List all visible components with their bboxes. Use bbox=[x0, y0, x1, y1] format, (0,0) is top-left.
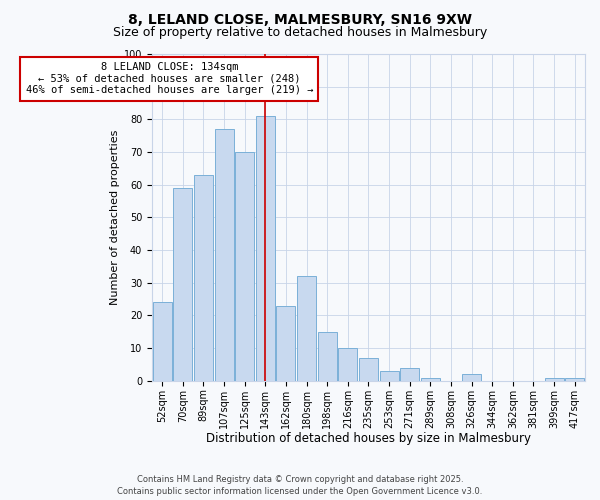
Bar bbox=[565, 378, 584, 381]
Bar bbox=[277, 306, 295, 381]
Bar bbox=[173, 188, 193, 381]
X-axis label: Distribution of detached houses by size in Malmesbury: Distribution of detached houses by size … bbox=[206, 432, 531, 445]
Bar bbox=[400, 368, 419, 381]
Bar bbox=[462, 374, 481, 381]
Bar bbox=[421, 378, 440, 381]
Bar bbox=[235, 152, 254, 381]
Bar bbox=[297, 276, 316, 381]
Bar bbox=[545, 378, 563, 381]
Bar bbox=[318, 332, 337, 381]
Bar bbox=[194, 175, 213, 381]
Text: 8, LELAND CLOSE, MALMESBURY, SN16 9XW: 8, LELAND CLOSE, MALMESBURY, SN16 9XW bbox=[128, 12, 472, 26]
Text: Contains HM Land Registry data © Crown copyright and database right 2025.
Contai: Contains HM Land Registry data © Crown c… bbox=[118, 474, 482, 496]
Y-axis label: Number of detached properties: Number of detached properties bbox=[110, 130, 119, 305]
Bar bbox=[256, 116, 275, 381]
Text: 8 LELAND CLOSE: 134sqm
← 53% of detached houses are smaller (248)
46% of semi-de: 8 LELAND CLOSE: 134sqm ← 53% of detached… bbox=[26, 62, 313, 96]
Text: Size of property relative to detached houses in Malmesbury: Size of property relative to detached ho… bbox=[113, 26, 487, 39]
Bar bbox=[153, 302, 172, 381]
Bar bbox=[215, 129, 233, 381]
Bar bbox=[359, 358, 378, 381]
Bar bbox=[338, 348, 358, 381]
Bar bbox=[380, 371, 398, 381]
